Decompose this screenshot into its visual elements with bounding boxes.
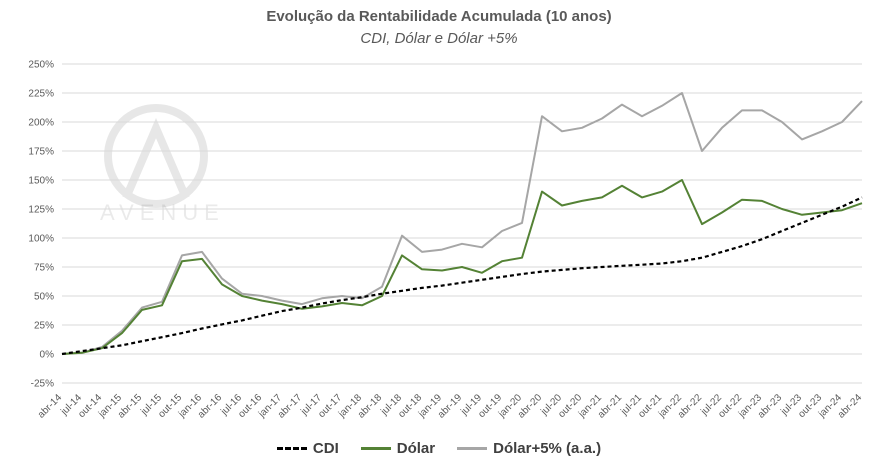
watermark-text: AVENUE — [100, 200, 225, 225]
legend-swatch-cdi — [276, 447, 307, 450]
legend-item-dolar: Dólar — [360, 440, 436, 457]
y-tick-label: 100% — [28, 234, 54, 245]
y-tick-label: -25% — [31, 379, 54, 390]
series-line-d-lar-5-a-a — [61, 92, 863, 355]
y-tick-label: 200% — [28, 118, 54, 129]
chart-legend: CDI Dólar Dólar+5% (a.a.) — [0, 440, 878, 457]
legend-swatch-dolar — [360, 447, 391, 450]
y-tick-label: 175% — [28, 147, 54, 158]
y-tick-label: 250% — [28, 60, 54, 71]
y-tick-label: 0% — [40, 350, 55, 361]
legend-item-cdi: CDI — [276, 440, 339, 457]
y-tick-label: 125% — [28, 205, 54, 216]
y-tick-label: 25% — [34, 321, 54, 332]
x-tick-label: abr-14 — [36, 392, 65, 421]
legend-swatch-dolar-5 — [457, 447, 488, 450]
legend-item-dolar-5: Dólar+5% (a.a.) — [457, 440, 601, 457]
y-tick-label: 50% — [34, 292, 54, 303]
y-tick-label: 150% — [28, 176, 54, 187]
series-line-cdi — [61, 196, 863, 356]
chart-subtitle: CDI, Dólar e Dólar +5% — [360, 30, 518, 47]
legend-label-dolar-5: Dólar+5% (a.a.) — [493, 440, 602, 457]
y-tick-label: 75% — [34, 263, 54, 274]
avenue-logo-icon — [104, 104, 208, 208]
legend-label-cdi: CDI — [312, 440, 339, 457]
y-tick-label: 225% — [28, 89, 54, 100]
series-line-d-lar — [61, 179, 863, 355]
chart-title: Evolução da Rentabilidade Acumulada (10 … — [266, 8, 612, 25]
legend-label-dolar: Dólar — [396, 440, 436, 457]
